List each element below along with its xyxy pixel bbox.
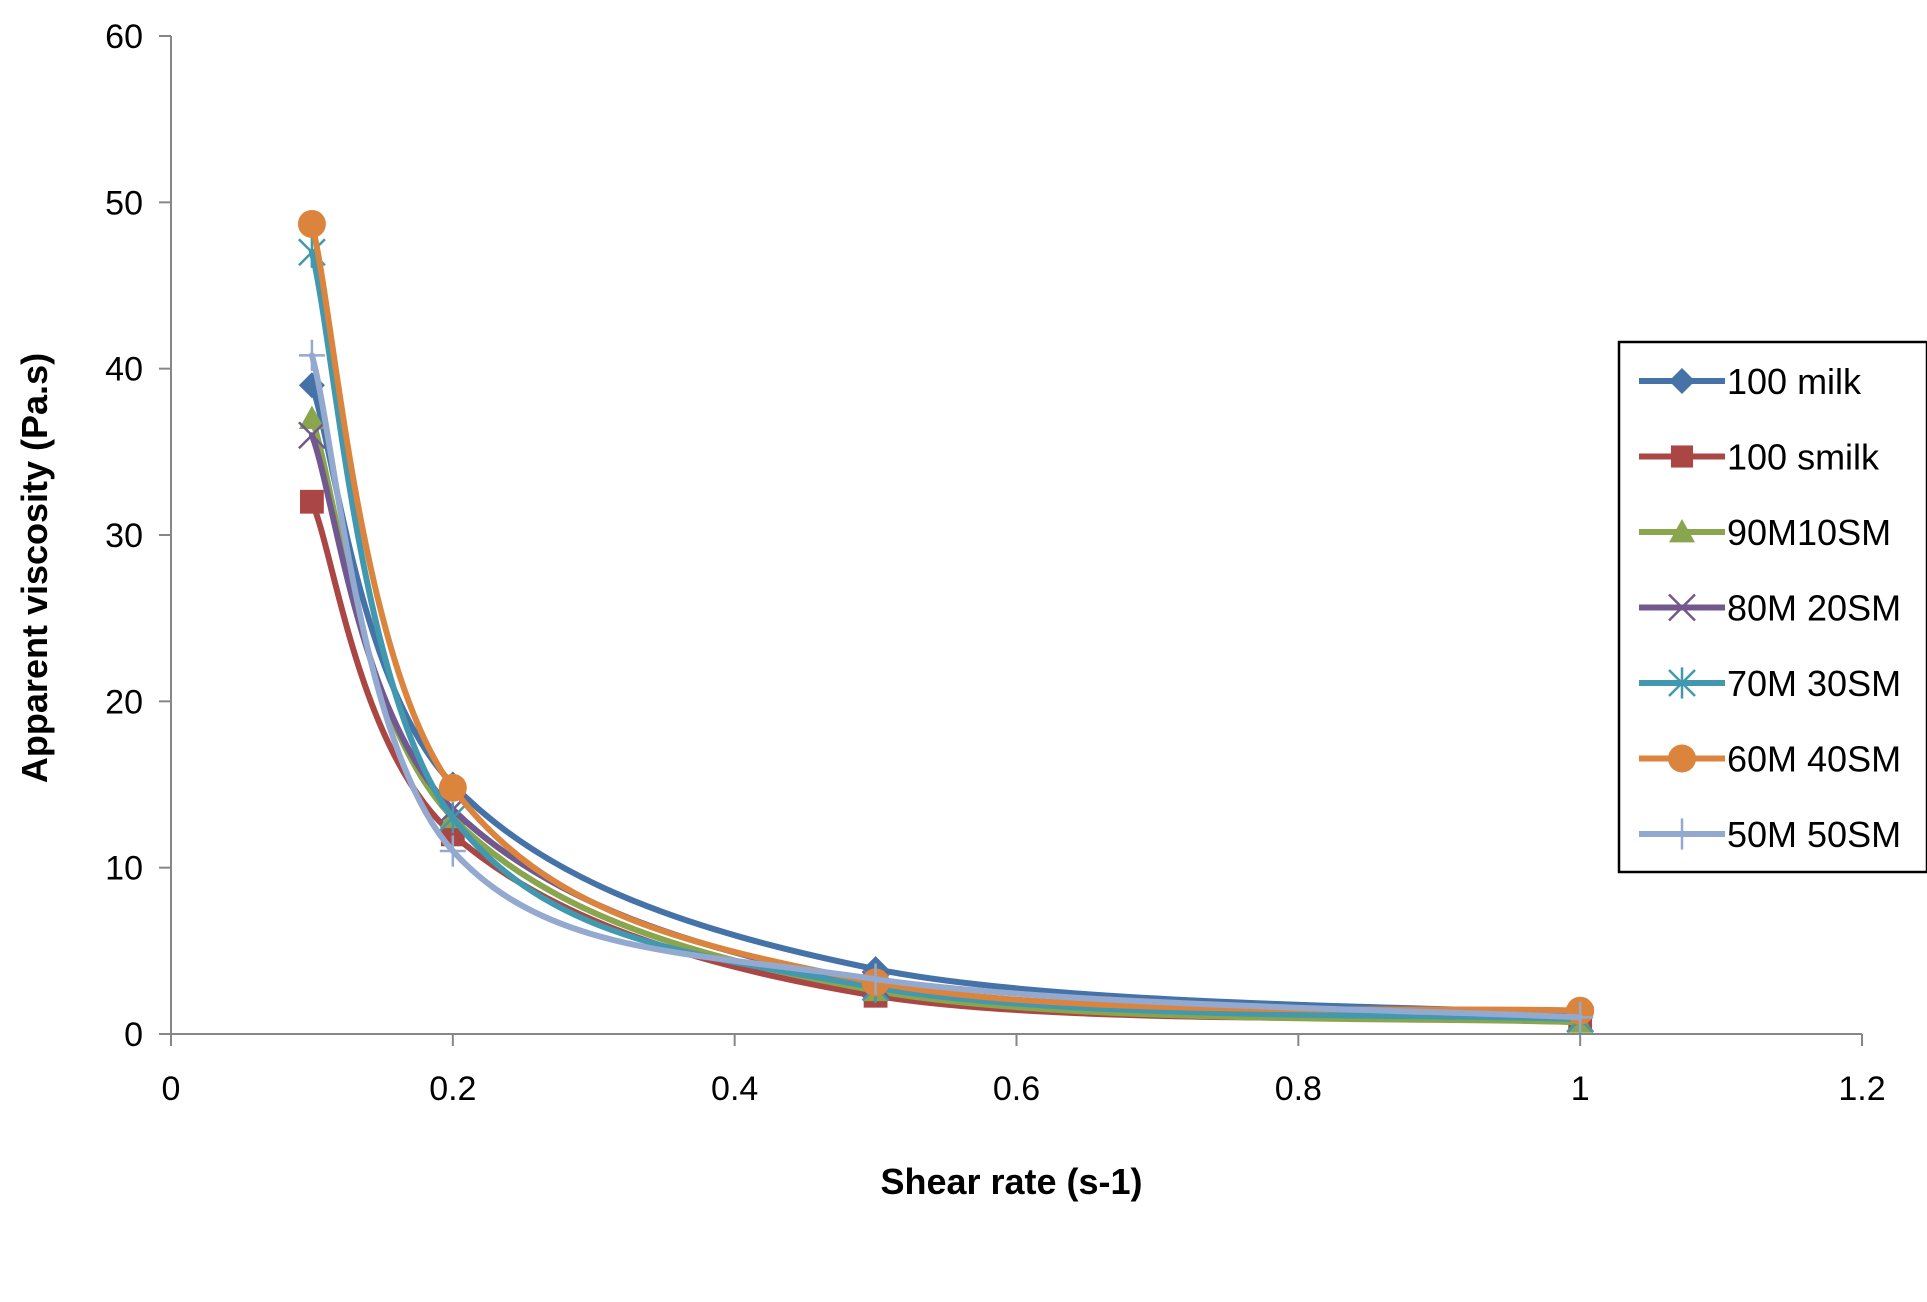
y-tick-label: 20 xyxy=(105,683,143,721)
series-line xyxy=(308,382,1584,1018)
legend-item: 50M 50SM xyxy=(1639,814,1901,855)
y-tick-label: 40 xyxy=(105,351,143,389)
series-line xyxy=(308,352,1584,1021)
x-tick-label: 0 xyxy=(162,1070,181,1108)
legend-item: 100 smilk xyxy=(1639,437,1880,478)
series-line xyxy=(308,249,1584,1023)
series-5 xyxy=(297,209,1595,1025)
x-tick-label: 0.8 xyxy=(1275,1070,1322,1108)
x-tick-label: 1.2 xyxy=(1838,1070,1885,1108)
marker-stroke xyxy=(298,421,326,450)
series-3 xyxy=(298,421,1595,1033)
legend-label: 100 milk xyxy=(1727,361,1862,402)
legend-label: 70M 30SM xyxy=(1727,663,1901,704)
data-point xyxy=(862,963,889,995)
y-tick-label: 0 xyxy=(124,1016,143,1054)
y-tick-label: 50 xyxy=(105,184,143,222)
legend-label: 100 smilk xyxy=(1727,437,1880,478)
series-line xyxy=(308,432,1584,1023)
series-4 xyxy=(298,236,1595,1035)
legend-item: 80M 20SM xyxy=(1639,588,1901,629)
x-tick-label: 0.2 xyxy=(429,1070,476,1108)
legend-label: 60M 40SM xyxy=(1727,739,1901,780)
legend-item: 60M 40SM xyxy=(1639,739,1901,780)
series-line xyxy=(308,415,1584,1026)
legend-marker xyxy=(1668,667,1696,699)
axes: 0 10 20 30 40 50 60 0 0.2 0.4 0.6 0.8 1 1.2 xyxy=(105,18,1885,1108)
legend-label: 90M10SM xyxy=(1727,512,1891,553)
x-tick-label: 0.4 xyxy=(711,1070,758,1108)
y-tick-label: 30 xyxy=(105,517,143,555)
legend-marker xyxy=(1670,445,1694,468)
data-point xyxy=(438,773,467,802)
data-point xyxy=(298,421,326,450)
legend-item: 70M 30SM xyxy=(1639,663,1901,704)
y-axis-title: Apparent viscosity (Pa.s) xyxy=(14,353,55,783)
data-point xyxy=(1567,1001,1594,1033)
marker-stroke xyxy=(1668,593,1696,622)
legend-marker xyxy=(1668,593,1696,622)
legend-marker xyxy=(1669,818,1695,850)
legend-label: 50M 50SM xyxy=(1727,814,1901,855)
x-tick-label: 0.6 xyxy=(993,1070,1040,1108)
series-6 xyxy=(298,339,1594,1033)
series-0 xyxy=(298,372,1594,1028)
legend-item: 100 milk xyxy=(1639,361,1862,402)
legend: 100 milk 100 smilk 90M10SM 80M 20SM 70M 30SM… xyxy=(1617,340,1927,874)
legend-marker xyxy=(1669,519,1695,543)
y-tick-label: 60 xyxy=(105,18,143,56)
data-point xyxy=(297,209,326,238)
legend-marker xyxy=(1668,744,1696,773)
x-tick-label: 1 xyxy=(1571,1070,1590,1108)
series-1 xyxy=(300,489,1593,1031)
legend-label: 80M 20SM xyxy=(1727,588,1901,629)
series-line xyxy=(308,498,1584,1023)
legend-item: 90M10SM xyxy=(1639,512,1891,553)
series-2 xyxy=(298,405,1594,1033)
series-layer xyxy=(297,209,1595,1035)
legend-marker xyxy=(1669,368,1695,394)
y-tick-label: 10 xyxy=(105,850,143,888)
data-point xyxy=(298,405,325,429)
data-point xyxy=(300,489,324,514)
x-axis-title: Shear rate (s-1) xyxy=(880,1161,1142,1202)
data-point xyxy=(298,339,325,371)
data-point xyxy=(438,802,467,834)
data-point xyxy=(439,835,466,867)
